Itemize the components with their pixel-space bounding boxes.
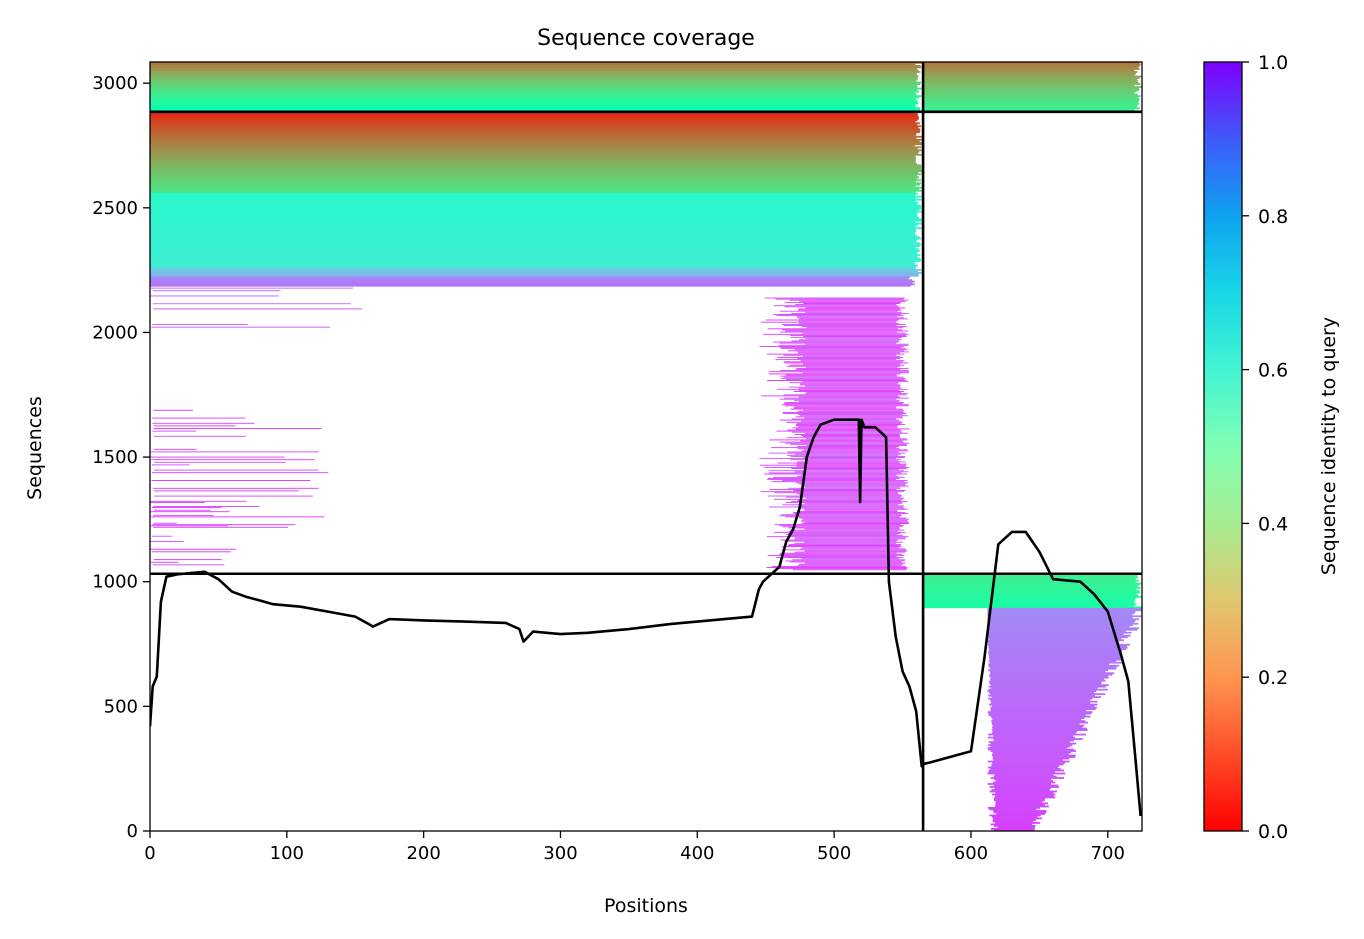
colorbar-tick-label: 0.0 <box>1258 821 1288 843</box>
low-identity-region <box>759 297 910 571</box>
x-tick-label: 0 <box>144 843 155 864</box>
colorbar-tick-label: 1.0 <box>1258 52 1288 74</box>
colorbar-gradient <box>1204 62 1242 831</box>
coverage-block <box>923 62 1142 113</box>
x-axis-ticks: 0 100 200 300 400 500 600 700 <box>144 831 1125 864</box>
plot-frame <box>149 61 1143 832</box>
colorbar: 0.0 0.2 0.4 0.6 0.8 1.0 Sequence identity to … <box>1203 52 1340 843</box>
low-identity-region <box>150 501 237 566</box>
plot-area <box>149 61 1143 832</box>
coverage-block <box>923 573 1142 609</box>
coverage-line <box>150 418 1142 817</box>
chart-title: Sequence coverage <box>537 26 755 51</box>
y-axis-ticks: 0 500 1000 1500 2000 2500 3000 <box>92 73 150 842</box>
x-axis-label: Positions <box>604 895 688 917</box>
x-tick-label: 500 <box>817 843 851 864</box>
y-axis-label: Sequences <box>24 396 46 500</box>
x-tick-label: 400 <box>680 843 714 864</box>
coverage-block <box>150 267 922 277</box>
colorbar-frame <box>1203 61 1243 832</box>
colorbar-tick-label: 0.8 <box>1258 206 1288 228</box>
y-tick-label: 1500 <box>92 447 138 468</box>
x-tick-label: 700 <box>1091 843 1125 864</box>
x-tick-label: 300 <box>543 843 577 864</box>
y-tick-label: 500 <box>104 696 138 717</box>
block-boundaries <box>150 62 1142 831</box>
x-tick-label: 600 <box>954 843 988 864</box>
colorbar-ticks: 0.0 0.2 0.4 0.6 0.8 1.0 <box>1242 52 1288 843</box>
y-tick-label: 3000 <box>92 73 138 94</box>
y-tick-label: 2500 <box>92 198 138 219</box>
coverage-block <box>150 276 915 287</box>
x-tick-label: 200 <box>406 843 440 864</box>
coverage-block <box>150 111 924 194</box>
colorbar-tick-label: 0.2 <box>1258 667 1288 689</box>
colorbar-label: Sequence identity to query <box>1318 317 1340 575</box>
low-identity-region <box>150 287 363 328</box>
y-tick-label: 2000 <box>92 322 138 343</box>
y-tick-label: 0 <box>127 821 138 842</box>
coverage-blocks <box>150 62 1142 831</box>
y-tick-label: 1000 <box>92 572 138 593</box>
coverage-block <box>150 62 924 113</box>
low-identity-region <box>150 409 329 528</box>
colorbar-tick-label: 0.6 <box>1258 360 1288 382</box>
coverage-block <box>987 607 1142 831</box>
coverage-block <box>150 192 923 268</box>
x-tick-label: 100 <box>270 843 304 864</box>
colorbar-tick-label: 0.4 <box>1258 513 1288 535</box>
